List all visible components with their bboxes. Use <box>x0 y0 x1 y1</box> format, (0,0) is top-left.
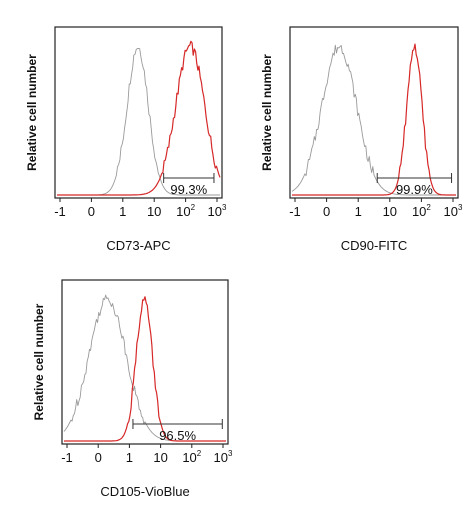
x-tick-label: 102 <box>412 203 431 219</box>
panel-cd105: 96.5% -1 0 1 10 102 103 Relative cell number CD1… <box>32 279 233 499</box>
x-tick-label: 1 <box>126 450 133 465</box>
x-axis-label: CD105-VioBlue <box>100 484 189 499</box>
x-tick-label: 10 <box>383 204 397 219</box>
plot-frame <box>289 26 459 199</box>
x-tick-label: 102 <box>182 449 201 465</box>
x-tick-label: 1 <box>119 204 126 219</box>
y-axis-label: Relative cell number <box>260 54 274 171</box>
panel-cd73: 99.3% -1 0 1 10 102 103 Relative cell number CD7… <box>25 26 227 253</box>
x-tick-label: 103 <box>208 203 227 219</box>
histogram-stained <box>64 296 226 442</box>
histogram-control <box>57 47 220 196</box>
histogram-stained <box>57 40 221 196</box>
histogram-control <box>63 294 226 442</box>
x-tick-label: -1 <box>289 204 301 219</box>
gate-percentage: 99.3% <box>170 182 207 197</box>
gate-percentage: 96.5% <box>159 428 196 443</box>
x-axis-label: CD90-FITC <box>341 238 407 253</box>
panel-cd90: 99.9% -1 0 1 10 102 103 Relative cell number CD9… <box>260 26 463 253</box>
x-tick-label: -1 <box>54 204 66 219</box>
x-tick-label: 0 <box>88 204 95 219</box>
x-tick-label: 10 <box>147 204 161 219</box>
y-axis-label: Relative cell number <box>25 54 39 171</box>
histogram-stained <box>292 43 456 196</box>
x-tick-label: 0 <box>95 450 102 465</box>
x-tick-label: 103 <box>444 203 463 219</box>
x-tick-label: 10 <box>153 450 167 465</box>
x-axis-label: CD73-APC <box>106 238 170 253</box>
y-axis-label: Relative cell number <box>32 303 46 420</box>
gate-percentage: 99.9% <box>396 182 433 197</box>
x-tick-label: -1 <box>61 450 73 465</box>
plot-frame <box>61 279 229 445</box>
x-tick-label: 0 <box>323 204 330 219</box>
histogram-control <box>291 44 456 196</box>
x-tick-label: 103 <box>214 449 233 465</box>
plot-frame <box>54 26 223 199</box>
x-tick-label: 102 <box>176 203 195 219</box>
x-tick-label: 1 <box>355 204 362 219</box>
